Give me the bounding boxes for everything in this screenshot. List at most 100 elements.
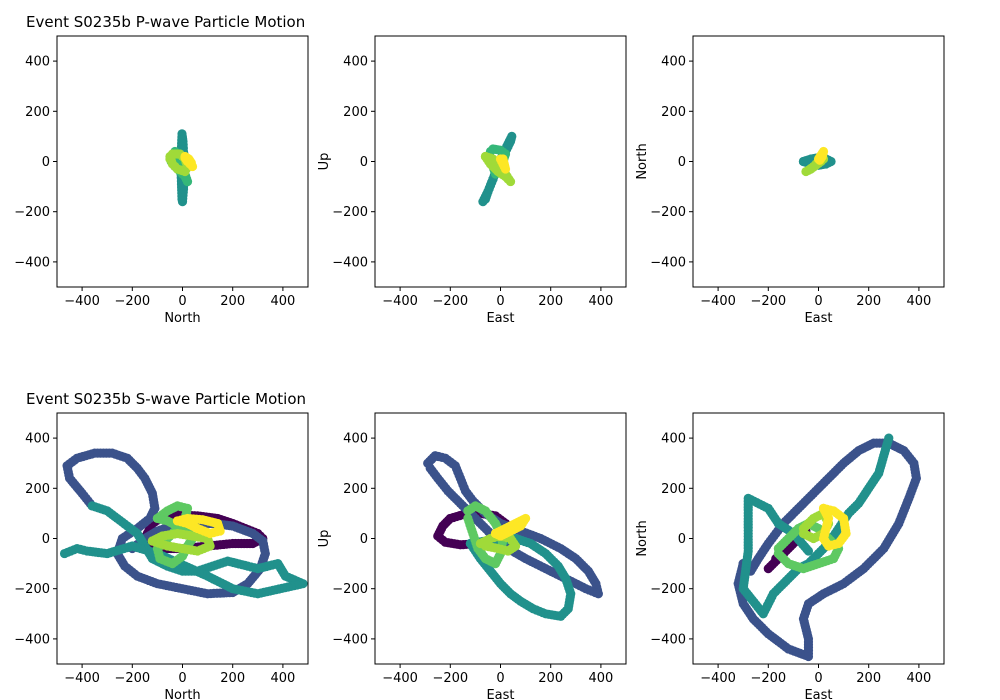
y-tick-label: −400 bbox=[650, 255, 686, 270]
scatter-points bbox=[798, 146, 836, 177]
data-point bbox=[165, 154, 175, 164]
scatter-points bbox=[59, 448, 308, 599]
x-tick-label: 200 bbox=[856, 294, 881, 309]
x-tick-label: 400 bbox=[588, 294, 613, 309]
x-tick-label: −200 bbox=[114, 294, 150, 309]
y-tick-label: 200 bbox=[25, 105, 50, 120]
data-point bbox=[480, 151, 491, 162]
x-axis-label: East bbox=[486, 688, 514, 700]
x-tick-label: −400 bbox=[64, 294, 100, 309]
x-axis-label: East bbox=[804, 311, 832, 326]
x-tick-label: 200 bbox=[856, 671, 881, 686]
subplot-title: Event S0235b P-wave Particle Motion bbox=[26, 13, 305, 31]
data-point bbox=[480, 541, 491, 551]
y-tick-label: −200 bbox=[650, 582, 686, 597]
x-tick-label: −200 bbox=[114, 671, 150, 686]
y-tick-label: −400 bbox=[14, 255, 50, 270]
x-tick-label: 200 bbox=[538, 671, 563, 686]
x-tick-label: −400 bbox=[382, 294, 418, 309]
subplot-4: −400 −200 0 200 400 400 200 0 −200 −400 North Event… bbox=[14, 390, 309, 700]
subplot-2: −400 −200 0 200 400 400 200 0 −200 −400 East Up bbox=[317, 35, 627, 326]
x-axis-label: North bbox=[164, 311, 200, 326]
subplot-title: Event S0235b S-wave Particle Motion bbox=[26, 390, 306, 408]
x-tick-label: 0 bbox=[814, 294, 822, 309]
y-tick-label: −400 bbox=[14, 632, 50, 647]
x-tick-label: −400 bbox=[64, 671, 100, 686]
y-tick-label: 400 bbox=[343, 432, 368, 447]
y-tick-label: 200 bbox=[25, 482, 50, 497]
x-tick-label: 0 bbox=[496, 671, 504, 686]
data-point bbox=[495, 154, 506, 164]
y-tick-label: 0 bbox=[42, 532, 50, 547]
data-point bbox=[798, 528, 809, 539]
subplot-3: −400 −200 0 200 400 400 200 0 −200 −400 East North bbox=[635, 35, 945, 326]
x-tick-label: 400 bbox=[906, 671, 931, 686]
x-tick-label: 0 bbox=[178, 294, 186, 309]
subplot-6: −400 −200 0 200 400 400 200 0 −200 −400 East North bbox=[635, 412, 945, 700]
scatter-points bbox=[165, 129, 198, 207]
y-tick-label: 0 bbox=[678, 155, 686, 170]
y-tick-label: 400 bbox=[25, 432, 50, 447]
x-tick-label: 400 bbox=[270, 671, 295, 686]
y-axis-label: North bbox=[635, 143, 650, 179]
x-tick-label: −400 bbox=[382, 671, 418, 686]
data-point bbox=[815, 155, 825, 165]
data-point bbox=[490, 528, 501, 539]
x-tick-label: 0 bbox=[496, 294, 504, 309]
data-point bbox=[180, 153, 190, 163]
y-tick-label: −400 bbox=[650, 632, 686, 647]
y-tick-label: 400 bbox=[661, 432, 686, 447]
y-tick-label: −200 bbox=[14, 582, 50, 597]
x-tick-label: −200 bbox=[432, 671, 468, 686]
x-axis-label: East bbox=[804, 688, 832, 700]
x-tick-label: 200 bbox=[220, 671, 245, 686]
y-axis-label: Up bbox=[317, 530, 332, 548]
y-tick-label: 200 bbox=[343, 105, 368, 120]
y-axis-label: Up bbox=[317, 153, 332, 171]
scatter-points bbox=[423, 451, 603, 621]
x-tick-label: 0 bbox=[178, 671, 186, 686]
data-point bbox=[803, 165, 814, 175]
data-point bbox=[152, 513, 162, 524]
x-tick-label: −400 bbox=[700, 671, 736, 686]
x-axis-label: North bbox=[164, 688, 200, 700]
data-point bbox=[445, 513, 455, 524]
subplot-1: −400 −200 0 200 400 400 200 0 −200 −400 North Event… bbox=[14, 13, 309, 326]
x-tick-label: 400 bbox=[270, 294, 295, 309]
scatter-points bbox=[478, 131, 517, 207]
y-tick-label: −200 bbox=[332, 582, 368, 597]
y-tick-label: 400 bbox=[25, 55, 50, 70]
x-tick-label: −400 bbox=[700, 294, 736, 309]
y-tick-label: 200 bbox=[661, 105, 686, 120]
subplot-5: −400 −200 0 200 400 400 200 0 −200 −400 East Up bbox=[317, 412, 627, 700]
data-point bbox=[463, 513, 473, 524]
y-tick-label: 400 bbox=[343, 55, 368, 70]
x-tick-label: 0 bbox=[814, 671, 822, 686]
y-tick-label: −400 bbox=[332, 632, 368, 647]
data-point bbox=[172, 516, 183, 526]
y-tick-label: 200 bbox=[343, 482, 368, 497]
x-tick-label: 400 bbox=[588, 671, 613, 686]
y-tick-label: 400 bbox=[661, 55, 686, 70]
scatter-points bbox=[733, 433, 921, 662]
y-tick-label: −200 bbox=[650, 205, 686, 220]
y-tick-label: −200 bbox=[14, 205, 50, 220]
y-tick-label: −400 bbox=[332, 255, 368, 270]
x-tick-label: −200 bbox=[432, 294, 468, 309]
y-tick-label: 0 bbox=[42, 155, 50, 170]
x-tick-label: 400 bbox=[906, 294, 931, 309]
x-tick-label: 200 bbox=[538, 294, 563, 309]
y-tick-label: 0 bbox=[360, 155, 368, 170]
x-tick-label: −200 bbox=[750, 671, 786, 686]
x-tick-label: 200 bbox=[220, 294, 245, 309]
data-point bbox=[59, 548, 70, 559]
data-point bbox=[147, 536, 157, 546]
y-axis-label: North bbox=[635, 520, 650, 556]
x-tick-label: −200 bbox=[750, 294, 786, 309]
y-tick-label: −200 bbox=[332, 205, 368, 220]
data-point bbox=[884, 433, 894, 443]
y-tick-label: 0 bbox=[360, 532, 368, 547]
data-point bbox=[798, 156, 809, 167]
